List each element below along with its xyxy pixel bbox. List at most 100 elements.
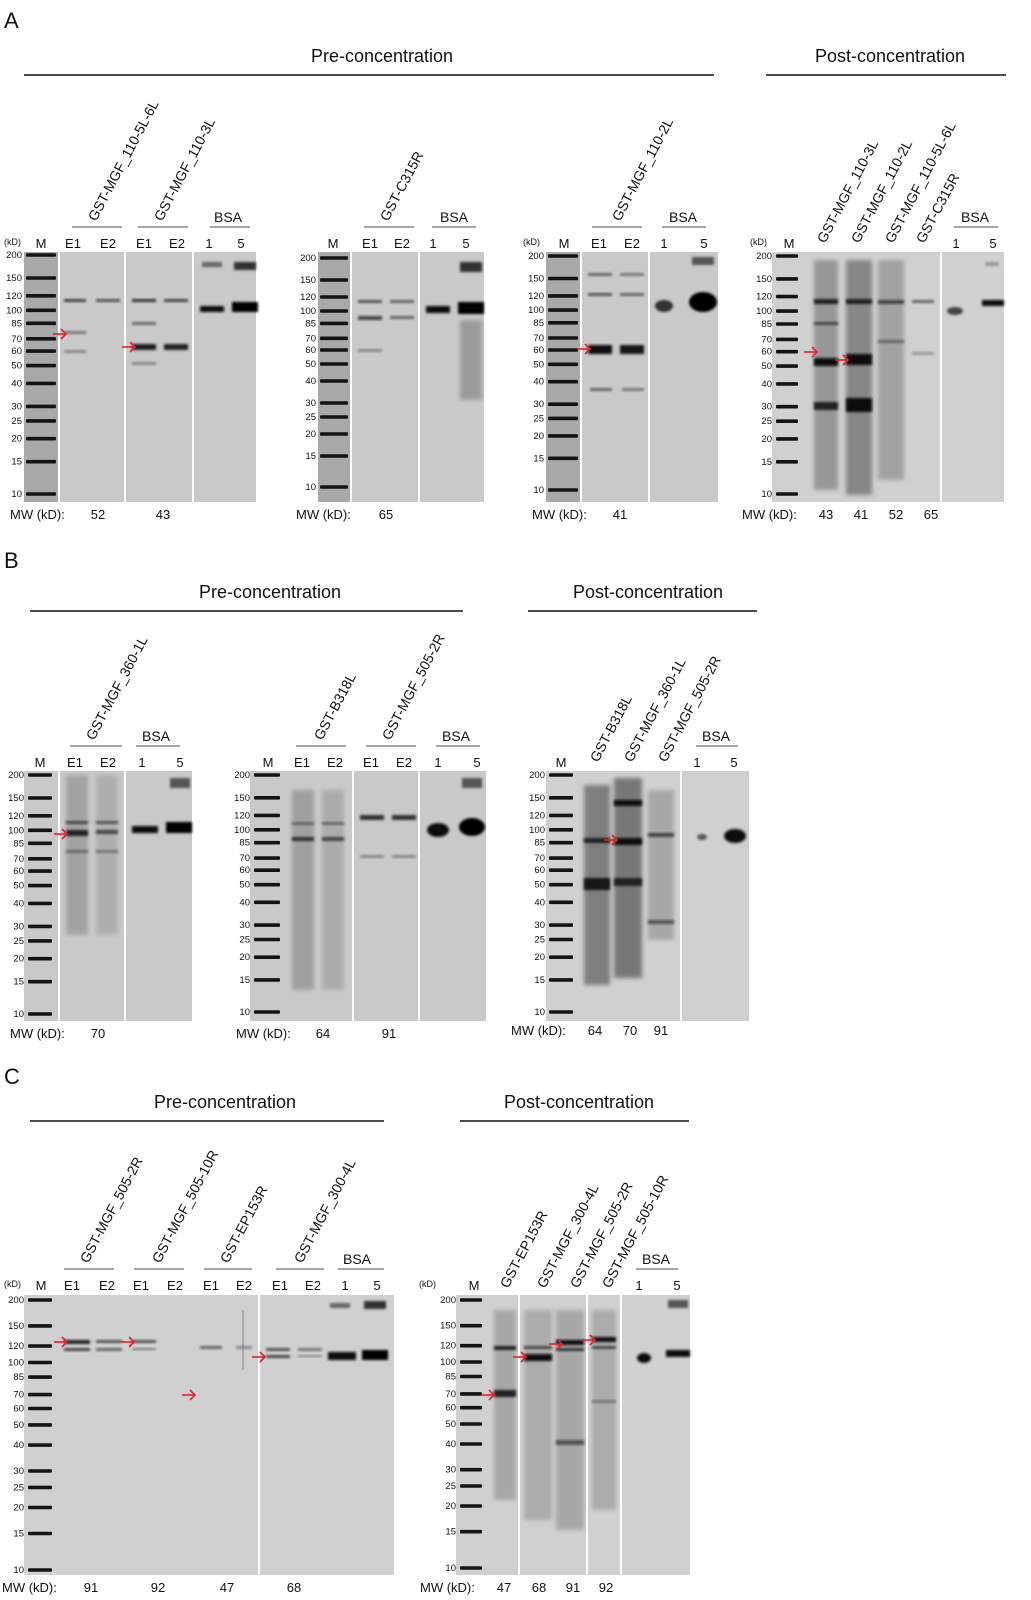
gel-b3: GST-B318L GST-MGF_360-1L GST-MGF_505-2R … bbox=[511, 653, 749, 1038]
ladder-band bbox=[28, 869, 52, 873]
ladder-band bbox=[28, 1324, 52, 1328]
lane-label: M bbox=[556, 755, 567, 770]
band bbox=[985, 262, 999, 266]
ladder-mark-label: 85 bbox=[239, 838, 250, 849]
ladder-band bbox=[320, 401, 348, 405]
ladder-mark-label: 15 bbox=[11, 457, 22, 468]
gel-lane bbox=[354, 771, 418, 1021]
lane-label: M bbox=[36, 236, 47, 251]
smear bbox=[322, 790, 344, 990]
ladder-band bbox=[548, 416, 578, 421]
lane-label: 5 bbox=[373, 1278, 380, 1293]
arrow-marker bbox=[53, 328, 68, 340]
band bbox=[96, 830, 118, 834]
band bbox=[132, 1340, 156, 1343]
ladder-mark-label: 10 bbox=[761, 489, 772, 500]
band bbox=[622, 388, 644, 391]
ladder-mark-label: 15 bbox=[445, 1527, 456, 1538]
sample-label: BSA bbox=[961, 209, 990, 225]
ladder-band bbox=[28, 1469, 52, 1473]
band bbox=[878, 340, 904, 343]
ladder-band bbox=[26, 419, 56, 423]
ladder-band bbox=[549, 937, 573, 942]
lane-label: E2 bbox=[167, 1278, 183, 1293]
ladder-band bbox=[460, 1405, 482, 1410]
ladder-band bbox=[254, 1010, 280, 1014]
band bbox=[200, 306, 224, 312]
lane-label: E2 bbox=[100, 755, 116, 770]
lane-label: 1 bbox=[660, 236, 667, 251]
ladder-band bbox=[320, 379, 348, 383]
ladder-band bbox=[776, 294, 798, 299]
ladder-mark-label: 100 bbox=[8, 825, 24, 836]
sample-label: GST-MGF_110-2L bbox=[609, 115, 677, 223]
arrow-marker bbox=[582, 1334, 597, 1346]
sample-label: BSA bbox=[142, 728, 171, 744]
lane-label: E1 bbox=[133, 1278, 149, 1293]
mw-value: 43 bbox=[156, 507, 170, 522]
ladder-mark-label: 25 bbox=[533, 413, 544, 424]
band bbox=[328, 1352, 356, 1360]
arrow-marker bbox=[481, 1389, 496, 1401]
ladder-band bbox=[460, 1566, 482, 1570]
band bbox=[298, 1355, 322, 1357]
ladder-mark-label: 85 bbox=[445, 1372, 456, 1383]
ladder-mark-label: 30 bbox=[13, 921, 24, 932]
ladder-mark-label: 25 bbox=[239, 935, 250, 946]
band bbox=[322, 822, 344, 825]
arrow-marker bbox=[577, 343, 592, 355]
band bbox=[692, 257, 714, 265]
band bbox=[814, 322, 838, 325]
ladder-mark-label: 200 bbox=[8, 770, 24, 781]
ladder-mark-label: 200 bbox=[6, 250, 22, 261]
band bbox=[232, 302, 258, 312]
gel-lane bbox=[582, 252, 648, 502]
band bbox=[689, 292, 717, 312]
ladder-mark-label: 150 bbox=[756, 274, 772, 285]
gel-c1: GST-MGF_505-2R GST-MGF_505-10R GST-EP153… bbox=[2, 1147, 394, 1595]
ladder-mark-label: 20 bbox=[445, 1501, 456, 1512]
panel-b: B Pre-concentration Post-concentration G… bbox=[4, 548, 757, 1041]
lane-label: 1 bbox=[138, 755, 145, 770]
gel-lane bbox=[650, 252, 718, 502]
ladder-mark-label: 70 bbox=[305, 333, 316, 344]
ladder-mark-label: 60 bbox=[305, 345, 316, 356]
ladder-band bbox=[549, 882, 573, 887]
band bbox=[96, 1340, 122, 1343]
ladder-band bbox=[548, 488, 578, 492]
ladder-mark-label: 100 bbox=[528, 305, 544, 316]
smear bbox=[592, 1310, 616, 1510]
smear bbox=[292, 790, 314, 990]
band bbox=[427, 823, 449, 837]
band bbox=[166, 822, 192, 833]
sample-label: GST-B318L bbox=[311, 670, 360, 742]
lane-label: E1 bbox=[65, 236, 81, 251]
ladder-band bbox=[549, 813, 573, 818]
ladder-band bbox=[776, 322, 798, 326]
ladder-lane bbox=[546, 252, 580, 502]
lane-label: E2 bbox=[99, 1278, 115, 1293]
band bbox=[556, 1440, 584, 1445]
gel-a4: GST-MGF_110-3L GST-MGF_110-2L GST-MGF_11… bbox=[742, 119, 1004, 522]
band bbox=[878, 300, 904, 304]
ladder-mark-label: 40 bbox=[533, 377, 544, 388]
ladder-mark-label: 200 bbox=[529, 770, 545, 781]
lane-label: E2 bbox=[327, 755, 343, 770]
ladder-band bbox=[28, 1505, 52, 1510]
band bbox=[912, 300, 934, 303]
ladder-band bbox=[549, 856, 573, 860]
ladder-mark-label: 50 bbox=[11, 361, 22, 372]
band bbox=[132, 362, 156, 365]
ladder-band bbox=[28, 1443, 52, 1447]
ladder-mark-label: 85 bbox=[13, 1372, 24, 1383]
band bbox=[814, 299, 838, 304]
lane-label: E2 bbox=[394, 236, 410, 251]
ladder-band bbox=[28, 883, 52, 888]
ladder-mark-label: 120 bbox=[756, 292, 772, 303]
lane-label: E1 bbox=[64, 1278, 80, 1293]
ladder-band bbox=[549, 840, 573, 845]
band bbox=[292, 822, 314, 825]
ladder-mark-label: 40 bbox=[305, 376, 316, 387]
